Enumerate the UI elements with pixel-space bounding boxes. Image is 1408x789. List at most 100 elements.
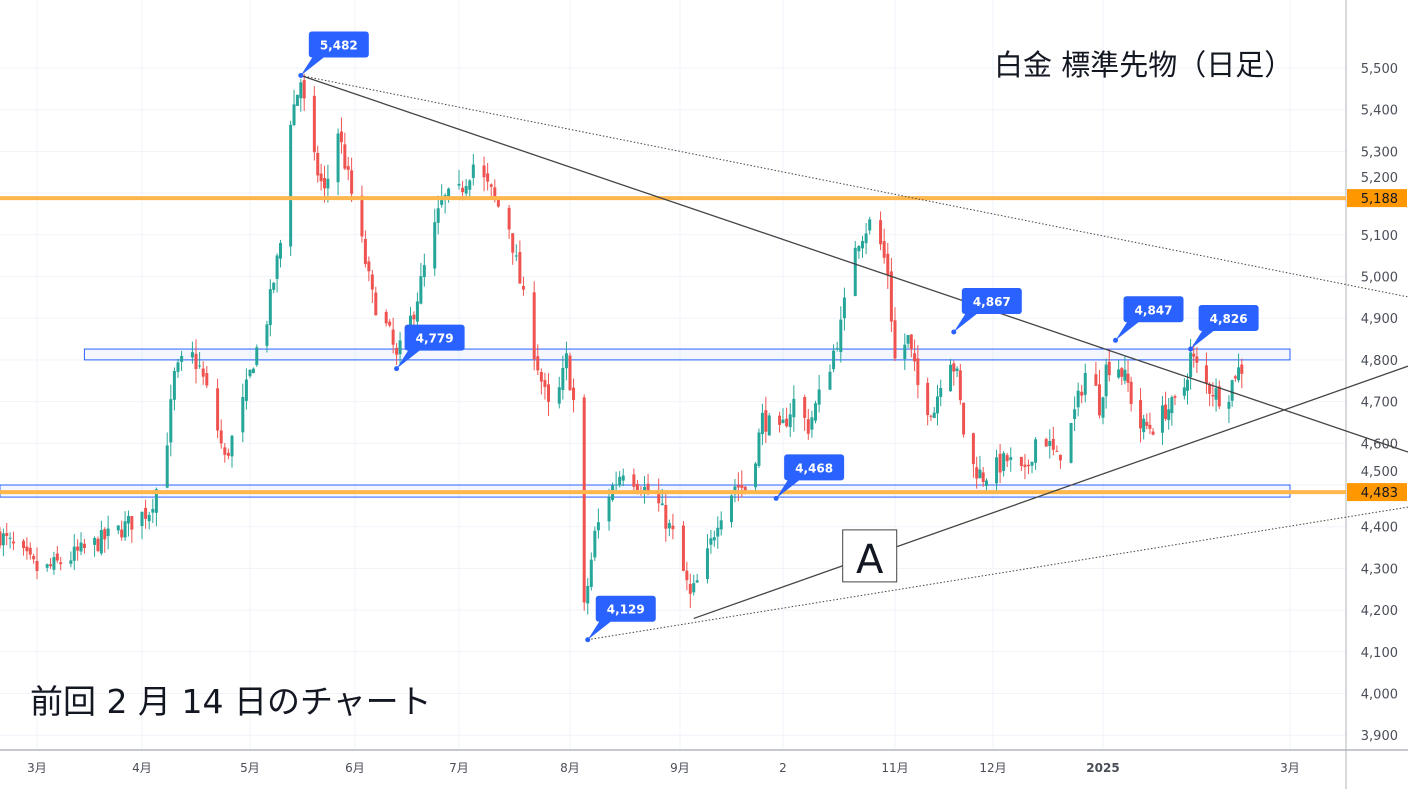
y-tick-label: 4,400 bbox=[1361, 521, 1398, 536]
candle-down bbox=[1145, 421, 1149, 426]
candle-up bbox=[760, 412, 764, 435]
candle-up bbox=[172, 371, 176, 400]
callout-anchor bbox=[298, 73, 304, 79]
candle-up bbox=[1230, 380, 1234, 401]
candle-up bbox=[557, 387, 561, 404]
candle-up bbox=[278, 242, 282, 259]
candle-up bbox=[268, 289, 272, 326]
candle-down bbox=[82, 543, 86, 549]
candle-down bbox=[59, 562, 63, 565]
candle-down bbox=[312, 95, 316, 153]
price-callout-label: 4,779 bbox=[416, 332, 454, 346]
candle-up bbox=[440, 196, 444, 205]
candle-up bbox=[828, 371, 832, 390]
candle-down bbox=[909, 334, 913, 350]
candle-up bbox=[1167, 409, 1171, 421]
candle-up bbox=[299, 82, 303, 99]
candle-up bbox=[1002, 453, 1006, 471]
candle-down bbox=[511, 233, 515, 253]
candle-down bbox=[981, 472, 985, 482]
candle-up bbox=[419, 276, 423, 304]
candle-down bbox=[1204, 365, 1208, 384]
candle-up bbox=[244, 379, 248, 401]
candle-down bbox=[893, 320, 897, 359]
candle-down bbox=[736, 485, 740, 488]
callout-anchor bbox=[585, 637, 591, 643]
candle-up bbox=[1076, 390, 1080, 408]
candle-up bbox=[116, 525, 120, 531]
candle-up bbox=[817, 389, 821, 405]
candle-down bbox=[144, 507, 148, 519]
candle-down bbox=[346, 166, 350, 170]
candle-down bbox=[1094, 374, 1098, 386]
candle-down bbox=[363, 238, 367, 265]
candle-down bbox=[1151, 431, 1155, 435]
price-callout bbox=[1198, 305, 1259, 332]
candle-up bbox=[860, 241, 864, 249]
candle-up bbox=[593, 530, 597, 558]
candle-up bbox=[436, 208, 440, 223]
candle-down bbox=[11, 541, 15, 544]
candle-down bbox=[889, 271, 893, 322]
callout-pointer bbox=[776, 476, 805, 499]
price-callout-label: 5,482 bbox=[320, 39, 358, 53]
candle-down bbox=[461, 187, 465, 193]
candle-down bbox=[1126, 373, 1130, 383]
candle-up bbox=[1123, 369, 1127, 381]
candle-down bbox=[671, 525, 675, 530]
candle-up bbox=[1101, 397, 1105, 418]
price-callout-label: 4,847 bbox=[1135, 303, 1173, 317]
chart-title: 白金 標準先物（日足） bbox=[994, 48, 1294, 82]
candle-up bbox=[695, 580, 699, 583]
candle-down bbox=[25, 546, 29, 552]
candle-up bbox=[660, 503, 664, 506]
candle-down bbox=[493, 187, 497, 197]
callout-anchor bbox=[773, 495, 779, 501]
candle-down bbox=[55, 553, 59, 561]
y-tick-label: 4,800 bbox=[1361, 354, 1398, 369]
candle-up bbox=[1009, 457, 1013, 460]
candle-up bbox=[1160, 405, 1164, 433]
candle-up bbox=[1182, 387, 1186, 396]
candle-down bbox=[1208, 384, 1212, 394]
candle-down bbox=[1192, 353, 1196, 357]
candle-up bbox=[151, 508, 155, 513]
y-tick-label: 4,900 bbox=[1361, 312, 1398, 327]
x-tick-label: 12月 bbox=[979, 761, 1006, 775]
candle-down bbox=[547, 384, 551, 402]
candle-up bbox=[433, 222, 437, 269]
candle-down bbox=[521, 285, 525, 290]
candle-up bbox=[906, 335, 910, 344]
candle-down bbox=[543, 380, 547, 387]
candle-up bbox=[72, 546, 76, 561]
candle-up bbox=[757, 432, 761, 466]
candle-down bbox=[916, 358, 920, 385]
callout-pointer bbox=[300, 53, 329, 76]
candles bbox=[0, 73, 1244, 615]
price-callout bbox=[784, 454, 845, 481]
candle-up bbox=[289, 124, 293, 247]
candle-up bbox=[165, 445, 169, 488]
candle-up bbox=[248, 369, 252, 377]
candle-up bbox=[241, 396, 245, 433]
candle-down bbox=[1217, 386, 1221, 407]
candle-down bbox=[1005, 455, 1009, 462]
candle-up bbox=[705, 548, 709, 580]
candle-down bbox=[22, 540, 26, 549]
candle-down bbox=[96, 538, 100, 552]
candle-down bbox=[219, 430, 223, 444]
price-callout-label: 4,129 bbox=[607, 603, 645, 617]
candle-up bbox=[69, 560, 73, 564]
candle-down bbox=[226, 452, 230, 456]
candle-down bbox=[803, 397, 807, 418]
candle-up bbox=[564, 353, 568, 369]
x-tick-label: 11月 bbox=[881, 761, 908, 775]
candle-up bbox=[99, 530, 103, 554]
candle-down bbox=[486, 173, 490, 182]
y-tick-label: 5,500 bbox=[1361, 62, 1398, 77]
price-callout bbox=[308, 31, 369, 58]
price-callout bbox=[404, 324, 465, 351]
candle-down bbox=[350, 170, 354, 194]
candle-down bbox=[962, 402, 966, 435]
candle-up bbox=[903, 344, 907, 359]
